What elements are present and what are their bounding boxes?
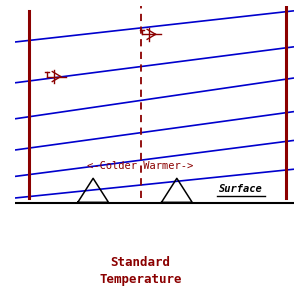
Text: <-Colder Warmer->: <-Colder Warmer-> — [87, 160, 194, 171]
Text: Temperature: Temperature — [99, 273, 182, 286]
Text: Standard: Standard — [111, 256, 171, 269]
Text: Surface: Surface — [219, 184, 263, 194]
